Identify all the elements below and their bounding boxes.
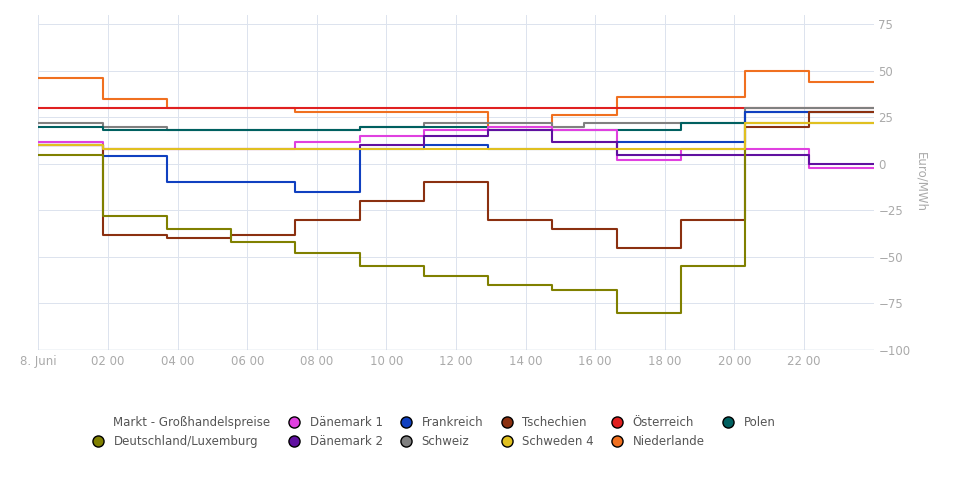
Legend: Markt - Großhandelspreise, Deutschland/Luxemburg, Dänemark 1, Dänemark 2, Frankr: Markt - Großhandelspreise, Deutschland/L… <box>86 416 776 448</box>
Y-axis label: Euro/MWh: Euro/MWh <box>914 152 927 212</box>
